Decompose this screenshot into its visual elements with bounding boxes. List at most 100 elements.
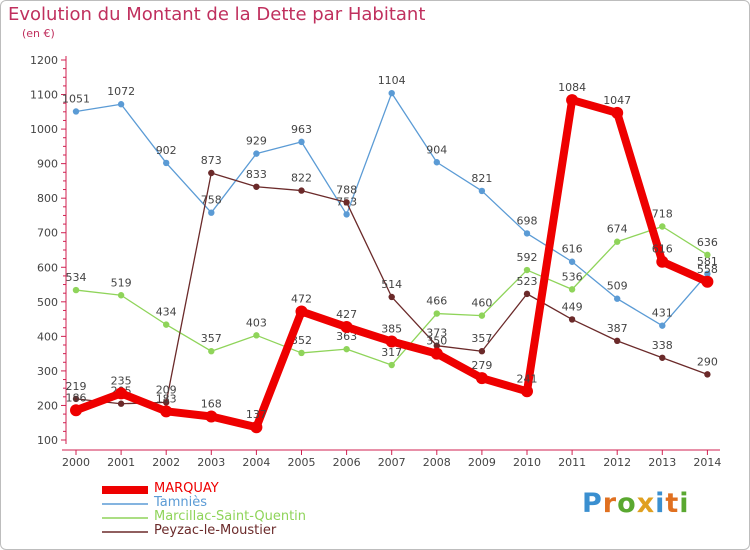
data-label: 357 bbox=[471, 332, 492, 345]
data-label: 873 bbox=[201, 154, 222, 167]
data-label: 219 bbox=[66, 380, 87, 393]
data-point bbox=[343, 345, 350, 353]
data-label: 616 bbox=[652, 243, 673, 256]
data-point bbox=[298, 138, 305, 146]
data-label: 833 bbox=[246, 168, 267, 181]
data-point bbox=[70, 404, 82, 417]
data-point bbox=[568, 286, 576, 293]
data-label: 385 bbox=[381, 323, 402, 336]
data-point bbox=[566, 94, 579, 107]
data-point bbox=[208, 209, 215, 216]
data-label: 1051 bbox=[62, 92, 90, 105]
data-label: 1104 bbox=[378, 74, 406, 87]
data-point bbox=[163, 399, 170, 406]
data-point bbox=[72, 108, 80, 115]
x-tick-label: 2006 bbox=[333, 456, 361, 469]
y-tick-label: 600 bbox=[37, 261, 58, 274]
data-point bbox=[614, 295, 621, 302]
data-point bbox=[117, 101, 125, 108]
data-label: 523 bbox=[517, 275, 538, 288]
data-label: 509 bbox=[607, 280, 628, 293]
legend-swatch-peyzac bbox=[102, 531, 148, 533]
data-label: 460 bbox=[471, 297, 492, 310]
y-tick-label: 900 bbox=[37, 158, 58, 171]
legend-label-peyzac: Peyzac-le-Moustier bbox=[154, 523, 277, 538]
data-label: 592 bbox=[517, 251, 538, 264]
logo-letter: i bbox=[655, 488, 666, 519]
data-point bbox=[117, 292, 125, 299]
data-label: 674 bbox=[607, 223, 628, 236]
data-point bbox=[611, 106, 624, 119]
y-tick-label: 500 bbox=[37, 296, 58, 309]
data-label: 168 bbox=[201, 398, 222, 411]
data-label: 357 bbox=[201, 332, 222, 345]
x-tick-label: 2002 bbox=[152, 456, 180, 469]
data-point bbox=[253, 332, 260, 339]
legend-swatch-marcillac bbox=[102, 517, 148, 519]
data-label: 581 bbox=[697, 255, 718, 268]
data-label: 929 bbox=[246, 135, 267, 148]
data-point bbox=[614, 238, 621, 245]
y-tick-label: 1000 bbox=[30, 123, 58, 136]
x-tick-label: 2005 bbox=[288, 456, 316, 469]
data-label: 235 bbox=[111, 374, 132, 387]
data-label: 241 bbox=[517, 372, 538, 385]
data-label: 431 bbox=[652, 307, 673, 320]
x-tick-label: 2014 bbox=[693, 456, 721, 469]
chart-title: Evolution du Montant de la Dette par Hab… bbox=[8, 4, 426, 25]
x-tick-label: 2004 bbox=[242, 456, 270, 469]
y-tick-label: 1200 bbox=[30, 54, 58, 67]
series-tamnies: 1051107290275892996375311049048216986165… bbox=[62, 74, 718, 329]
data-point bbox=[72, 395, 80, 403]
data-point bbox=[388, 293, 395, 301]
series-marquay: 186 235 183 168 137 472 427 385 350 279 241 1084 104… bbox=[66, 81, 718, 434]
data-point bbox=[614, 337, 621, 345]
legend-label-marcillac: Marcillac-Saint-Quentin bbox=[154, 509, 307, 524]
x-tick-label: 2003 bbox=[197, 456, 225, 469]
data-label: 821 bbox=[471, 172, 492, 185]
x-tick-label: 2013 bbox=[648, 456, 676, 469]
data-point bbox=[433, 159, 440, 166]
data-point bbox=[117, 400, 125, 407]
data-point bbox=[704, 251, 711, 259]
data-label: 1072 bbox=[107, 85, 135, 98]
data-label: 183 bbox=[156, 392, 177, 405]
data-point bbox=[115, 387, 128, 400]
data-label: 902 bbox=[156, 144, 177, 157]
y-tick-label: 400 bbox=[37, 330, 58, 343]
data-point bbox=[478, 187, 486, 195]
x-tick-label: 2007 bbox=[378, 456, 406, 469]
series-marcillac-saint-quentin: 534 519 434 357 403 352 363 317 466 460 592 536 674 7… bbox=[66, 208, 718, 369]
data-label: 350 bbox=[426, 335, 447, 348]
data-label: 788 bbox=[336, 183, 357, 196]
data-point bbox=[704, 270, 711, 278]
data-label: 387 bbox=[607, 322, 628, 335]
data-label: 1047 bbox=[603, 94, 631, 107]
x-tick-label: 2011 bbox=[558, 456, 586, 469]
data-label: 758 bbox=[201, 194, 222, 207]
logo-letter: r bbox=[602, 488, 618, 519]
data-label: 822 bbox=[291, 172, 312, 185]
data-point bbox=[385, 335, 398, 348]
data-point bbox=[205, 410, 218, 423]
x-tick-label: 2012 bbox=[603, 456, 631, 469]
data-point bbox=[659, 322, 666, 329]
data-point bbox=[208, 169, 215, 177]
data-point bbox=[568, 258, 576, 265]
data-point bbox=[523, 266, 531, 274]
data-point bbox=[250, 421, 263, 434]
data-label: 186 bbox=[66, 391, 87, 404]
legend-label-marquay: MARQUAY bbox=[154, 481, 219, 496]
data-label: 558 bbox=[697, 263, 718, 276]
data-point bbox=[659, 354, 666, 361]
data-label: 534 bbox=[66, 271, 87, 284]
data-point bbox=[704, 371, 711, 378]
data-point bbox=[433, 310, 440, 317]
series-layer: 1051107290275892996375311049048216986165… bbox=[62, 74, 718, 434]
data-label: 352 bbox=[291, 334, 312, 347]
data-label: 290 bbox=[697, 355, 718, 368]
x-tick-label: 2009 bbox=[468, 456, 496, 469]
line-chart: 100 200 300 400 500 600 700 800 900 1000 1100 1200 2… bbox=[30, 54, 721, 469]
data-point bbox=[208, 348, 215, 355]
